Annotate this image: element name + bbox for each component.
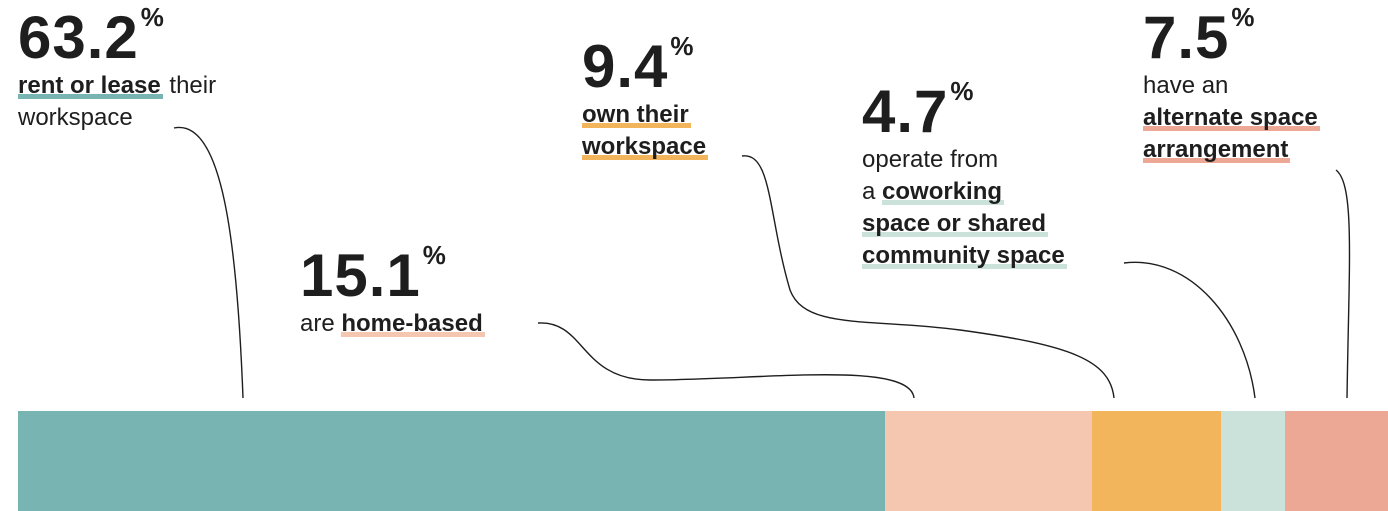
- percent-number: 4.7: [862, 78, 949, 145]
- description-text: their: [162, 72, 217, 99]
- bar-segment-alternate: [1285, 411, 1388, 511]
- highlighted-term: community space: [862, 242, 1065, 269]
- percent-value: 15.1%: [300, 242, 485, 306]
- annotation-alternate: 7.5% have an alternate space arrangement: [1143, 4, 1320, 166]
- highlighted-term: coworking: [882, 178, 1003, 205]
- description: operate from a coworking space or shared co…: [862, 144, 1067, 272]
- description: are home-based: [300, 308, 485, 340]
- description-line: space or shared: [862, 208, 1067, 240]
- percent-sign: %: [1231, 2, 1256, 32]
- highlighted-term: workspace: [582, 133, 707, 160]
- bar-segment-coworking: [1220, 411, 1286, 511]
- bar-segment-own: [1091, 411, 1221, 511]
- highlighted-term: own their: [582, 101, 689, 128]
- description-line: operate from: [862, 144, 1067, 176]
- description-line: rent or lease their: [18, 70, 216, 102]
- description-line: community space: [862, 240, 1067, 272]
- description-text: operate from: [862, 146, 999, 173]
- percent-sign: %: [140, 2, 165, 32]
- leader-line-alternate: [1335, 169, 1351, 399]
- percent-value: 4.7%: [862, 78, 1067, 142]
- percent-sign: %: [670, 31, 695, 61]
- description-text: a: [862, 178, 883, 205]
- percent-number: 9.4: [582, 33, 669, 100]
- annotation-rent-or-lease: 63.2% rent or lease their workspace: [18, 4, 216, 134]
- description-line: workspace: [18, 102, 216, 134]
- bar-segment-home-based: [884, 411, 1092, 511]
- annotation-own: 9.4% own their workspace: [582, 33, 708, 163]
- highlighted-term: rent or lease: [18, 72, 161, 99]
- leader-line-rent-or-lease: [173, 126, 244, 399]
- percent-number: 7.5: [1143, 4, 1230, 71]
- highlighted-term: alternate space: [1143, 104, 1318, 131]
- description-line: are home-based: [300, 308, 485, 340]
- highlighted-term: home-based: [341, 310, 483, 337]
- leader-line-coworking: [1123, 261, 1256, 399]
- percent-value: 63.2%: [18, 4, 216, 68]
- percent-value: 7.5%: [1143, 4, 1320, 68]
- description-text: are: [300, 310, 342, 337]
- annotation-coworking: 4.7% operate from a coworking space or shar…: [862, 78, 1067, 272]
- description-line: arrangement: [1143, 134, 1320, 166]
- leader-line-home-based: [537, 322, 915, 399]
- highlighted-term: arrangement: [1143, 136, 1289, 163]
- percent-sign: %: [950, 76, 975, 106]
- percent-number: 15.1: [300, 242, 421, 309]
- description-line: workspace: [582, 131, 708, 163]
- percent-sign: %: [422, 240, 447, 270]
- description-line: own their: [582, 99, 708, 131]
- highlighted-term: space or shared: [862, 210, 1047, 237]
- description-line: have an: [1143, 70, 1320, 102]
- stacked-bar: [18, 411, 1388, 511]
- percent-value: 9.4%: [582, 33, 708, 97]
- bar-segment-rent-or-lease: [18, 411, 885, 511]
- description: rent or lease their workspace: [18, 70, 216, 134]
- annotation-home-based: 15.1% are home-based: [300, 242, 485, 340]
- description: have an alternate space arrangement: [1143, 70, 1320, 166]
- description: own their workspace: [582, 99, 708, 163]
- description-line: a coworking: [862, 176, 1067, 208]
- percent-number: 63.2: [18, 4, 139, 71]
- description-text: workspace: [18, 104, 133, 131]
- description-line: alternate space: [1143, 102, 1320, 134]
- description-text: have an: [1143, 72, 1229, 99]
